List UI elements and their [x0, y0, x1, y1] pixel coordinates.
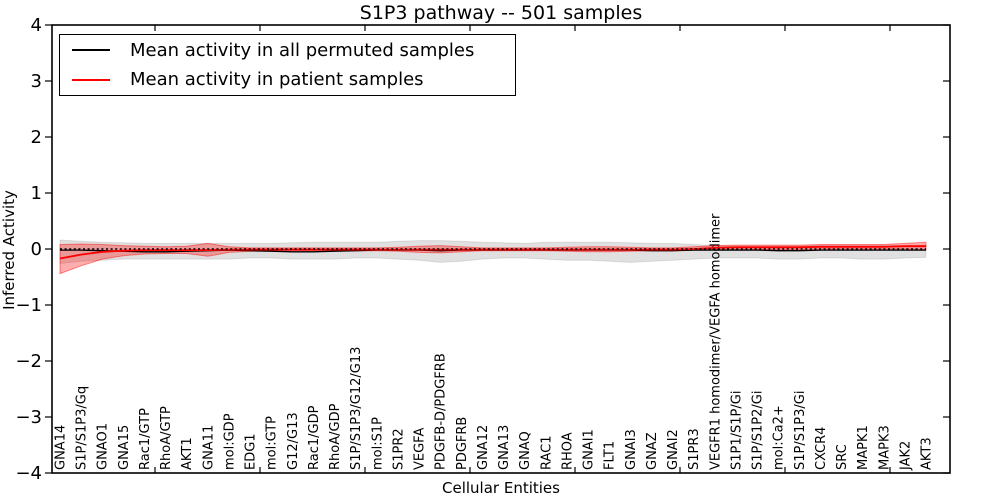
entity-label: GNAI1	[582, 429, 597, 470]
chart-title: S1P3 pathway -- 501 samples	[359, 2, 643, 24]
entity-label: S1PR2	[392, 428, 407, 470]
entity-label: S1P1/S1P/Gi	[729, 391, 744, 470]
y-tick-label: −4	[15, 463, 42, 484]
entity-label: GNA11	[201, 425, 216, 470]
entity-label: S1P/S1P3/Gq	[75, 386, 90, 470]
entity-label: GNAO1	[96, 423, 111, 470]
entity-label: GNAI3	[624, 429, 639, 470]
entity-label: mol:Ca2+	[772, 405, 787, 470]
entity-label: G12/G13	[286, 412, 301, 470]
entity-label: VEGFR1 homodimer/VEGFA homodimer	[708, 213, 723, 470]
entity-label: GNA15	[117, 425, 132, 470]
entity-label: Rac1/GDP	[307, 405, 322, 470]
entity-label: GNAI2	[666, 429, 681, 470]
y-tick-label: 1	[31, 183, 42, 204]
y-tick-label: −1	[15, 295, 42, 316]
y-tick-label: 3	[31, 71, 42, 92]
entity-label: S1P/S1P2/Gi	[751, 391, 766, 470]
entity-label: AKT1	[180, 437, 195, 470]
entity-label: S1P/S1P3/G12/G13	[349, 347, 364, 470]
entity-label: EDG1	[244, 433, 259, 470]
legend-line-permuted-icon	[72, 49, 110, 52]
legend-item-patient: Mean activity in patient samples	[72, 66, 515, 94]
y-axis-label: Inferred Activity	[0, 190, 18, 310]
entity-label: GNAQ	[518, 431, 533, 470]
entity-label: Rac1/GTP	[138, 408, 153, 470]
y-tick-label: 2	[31, 127, 42, 148]
entity-label: RhoA/GTP	[159, 406, 174, 470]
entity-label: GNAZ	[645, 432, 660, 470]
entity-label: FLT1	[603, 441, 618, 470]
y-tick-label: −2	[15, 351, 42, 372]
entity-label: AKT3	[920, 437, 935, 470]
y-tick-label: 0	[31, 239, 42, 260]
y-tick-label: 4	[31, 15, 42, 36]
entity-label: S1PR3	[687, 428, 702, 470]
y-tick-label: −3	[15, 407, 42, 428]
entity-label: MAPK3	[877, 425, 892, 470]
legend: Mean activity in all permuted samples Me…	[59, 34, 516, 96]
entity-label: PDGFRB	[455, 417, 470, 470]
entity-label: GNA14	[54, 425, 69, 470]
entity-label: RHOA	[560, 432, 575, 470]
entity-label: PDGFB-D/PDGFRB	[434, 353, 449, 470]
entity-label: CXCR4	[814, 427, 829, 470]
entity-label: GNA12	[476, 425, 491, 470]
legend-label-permuted: Mean activity in all permuted samples	[130, 39, 475, 61]
entity-label: mol:GTP	[265, 416, 280, 470]
entity-label: S1P/S1P3/Gi	[793, 391, 808, 470]
entity-label: JAK2	[898, 441, 913, 471]
entity-label: GNA13	[497, 425, 512, 470]
x-axis-label: Cellular Entities	[442, 479, 560, 497]
entity-label: RAC1	[539, 435, 554, 470]
legend-item-permuted: Mean activity in all permuted samples	[72, 36, 515, 64]
entity-label: RhoA/GDP	[328, 403, 343, 470]
entity-label: mol:S1P	[370, 417, 385, 470]
legend-label-patient: Mean activity in patient samples	[130, 69, 424, 91]
entity-label: mol:GDP	[223, 413, 238, 470]
legend-line-patient-icon	[72, 78, 110, 81]
permuted-band	[59, 239, 927, 265]
entity-label: MAPK1	[856, 425, 871, 470]
entity-label: SRC	[835, 444, 850, 470]
entity-label: VEGFA	[413, 428, 428, 470]
